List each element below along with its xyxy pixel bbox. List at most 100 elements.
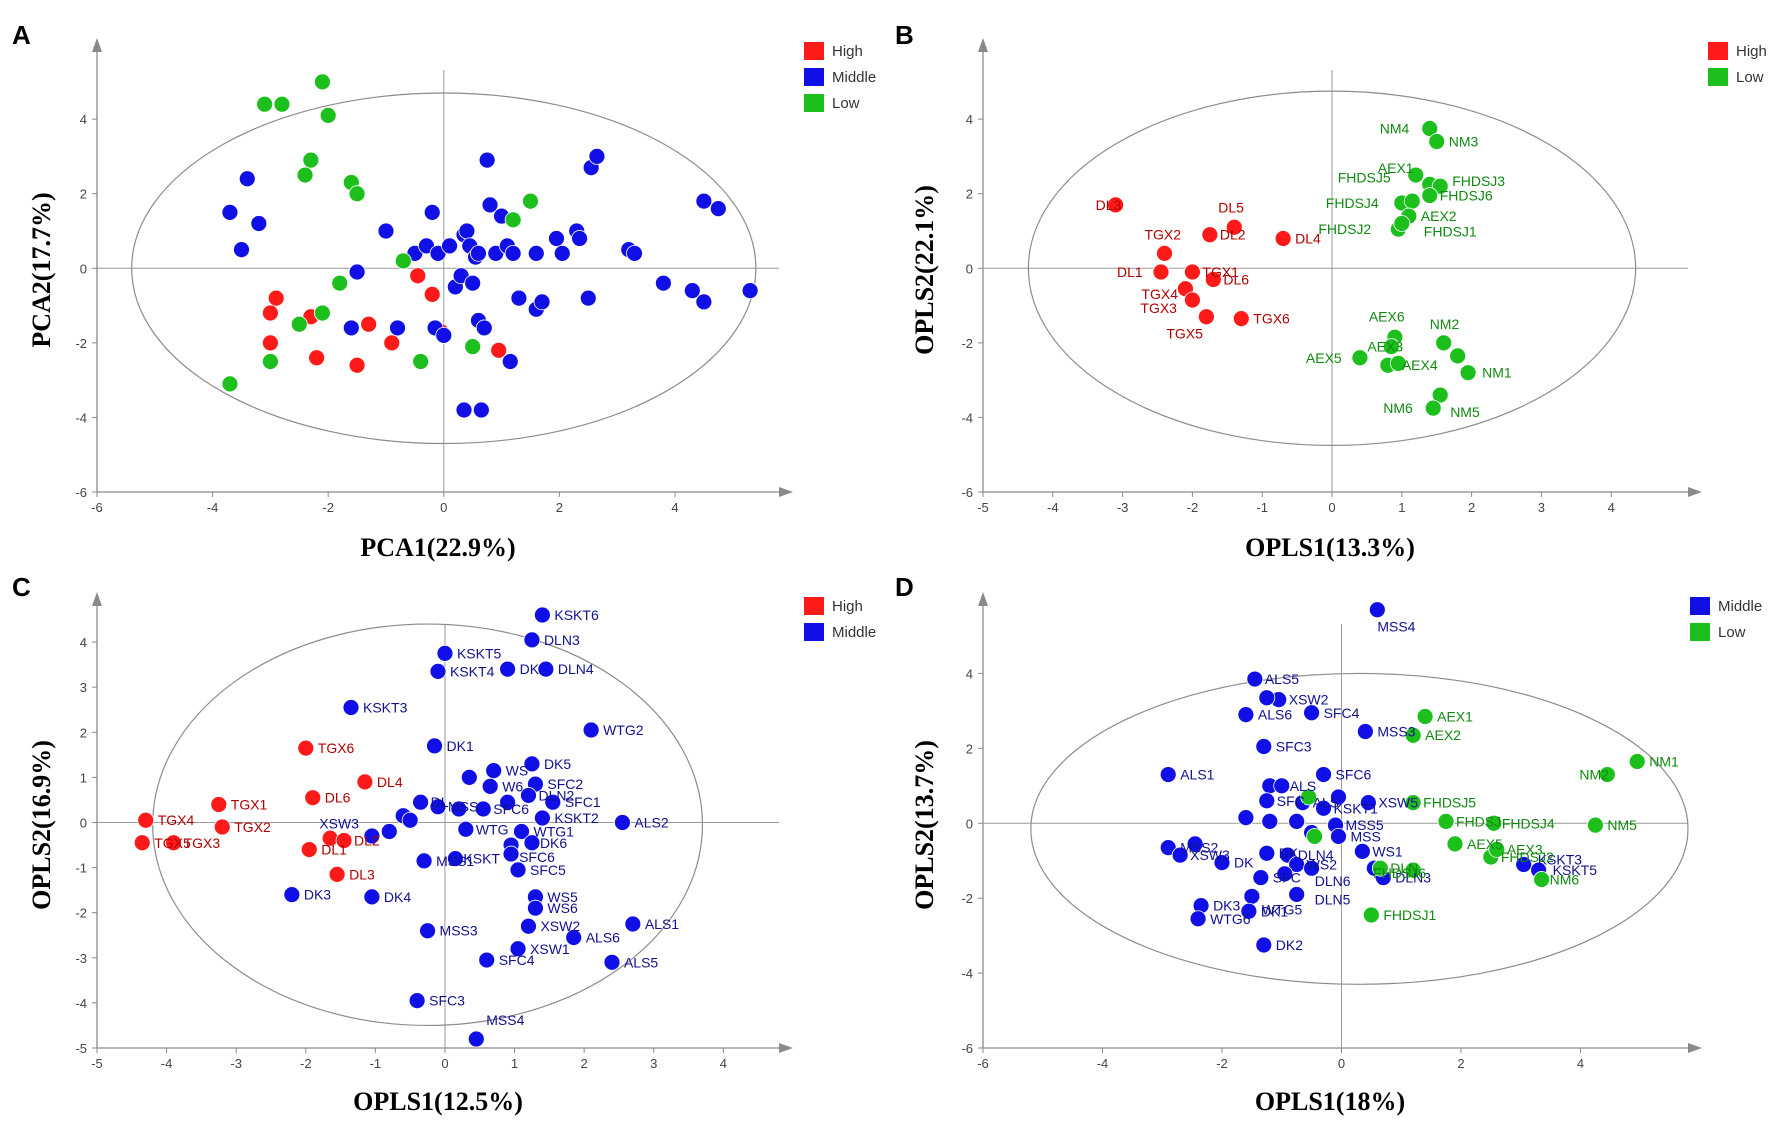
scatter-point-high <box>261 304 279 322</box>
point-label: DLN3 <box>544 632 580 648</box>
x-tick-label: -6 <box>977 1056 989 1071</box>
scatter-point-low <box>1446 835 1464 853</box>
y-axis-arrow-icon <box>978 38 988 52</box>
point-label: FHDSJ5 <box>1338 169 1391 185</box>
scatter-point-middle <box>429 798 447 816</box>
scatter-point-middle <box>1240 902 1258 920</box>
scatter-point-low <box>504 211 522 229</box>
scatter-point-middle <box>499 660 516 678</box>
scatter-point-high <box>490 341 508 359</box>
scatter-point-middle <box>348 263 366 281</box>
point-label: DL4 <box>1295 230 1321 246</box>
scatter-point-low <box>1449 347 1467 365</box>
point-label: NM1 <box>1649 753 1679 769</box>
scatter-point-middle <box>380 823 398 840</box>
point-label: DL2 <box>1220 227 1246 243</box>
scatter-point-high <box>267 289 285 307</box>
scatter-point-low <box>1351 349 1369 367</box>
scatter-point-low <box>331 274 349 292</box>
scatter-point-middle <box>423 203 441 221</box>
scatter-point-high <box>137 811 155 829</box>
scatter-point-middle <box>481 778 499 795</box>
point-label: WS1 <box>1372 843 1403 859</box>
y-axis-arrow-icon <box>978 592 988 606</box>
point-label: MSS5 <box>1346 817 1384 833</box>
x-axis-title: OPLS1(12.5%) <box>353 1087 523 1116</box>
x-tick-label: 1 <box>1398 500 1405 515</box>
x-axis-title: PCA1(22.9%) <box>360 533 515 562</box>
scatter-point-middle <box>571 230 589 247</box>
scatter-point-low <box>1371 859 1389 877</box>
scatter-point-high <box>165 834 182 852</box>
scatter-point-middle <box>363 827 381 845</box>
point-label: KSKT6 <box>554 607 599 623</box>
x-tick-label: -3 <box>230 1056 242 1071</box>
point-label: NM2 <box>1579 767 1609 783</box>
scatter-point-low <box>1407 166 1425 184</box>
point-label: AEX5 <box>1306 350 1342 366</box>
x-tick-label: 2 <box>1468 500 1475 515</box>
y-tick-label: 2 <box>966 741 973 756</box>
scatter-point-low <box>290 315 308 333</box>
point-label: MSS4 <box>1377 619 1415 635</box>
scatter-point-middle <box>1315 766 1332 783</box>
scatter-point-middle <box>1213 854 1231 871</box>
scatter-point-middle <box>1330 827 1347 845</box>
confidence-ellipse <box>1027 90 1637 446</box>
scatter-point-high <box>383 334 401 352</box>
scatter-point-high <box>308 349 326 367</box>
scatter-point-low <box>412 353 430 370</box>
scatter-point-middle <box>709 200 727 218</box>
scatter-point-middle <box>1356 723 1374 740</box>
point-label: NM6 <box>1383 400 1413 416</box>
scatter-point-middle <box>533 606 551 624</box>
scatter-point-middle <box>520 917 537 935</box>
point-label: KSKT3 <box>1538 851 1583 867</box>
legend-swatch-low <box>1690 623 1710 641</box>
y-axis-arrow-icon <box>92 38 102 52</box>
point-label: MSS2 <box>1180 840 1218 856</box>
point-label: DL3 <box>1096 197 1122 213</box>
scatter-point-middle <box>499 793 516 811</box>
point-label: ALS <box>1313 795 1339 811</box>
point-label: DK <box>1234 855 1254 871</box>
point-label: SFC <box>1273 870 1301 886</box>
y-axis-title: OPLS2(16.9%) <box>27 740 56 910</box>
scatter-point-middle <box>527 244 545 262</box>
legend-label-middle: Middle <box>832 624 876 641</box>
point-label: TGX6 <box>1253 311 1290 327</box>
point-label: DL6 <box>1223 271 1249 287</box>
point-label: KSKT2 <box>554 810 599 826</box>
scatter-point-middle <box>1258 689 1276 707</box>
y-tick-label: -2 <box>961 336 973 351</box>
panel-letter: A <box>12 20 31 50</box>
scatter-point-middle <box>502 845 520 863</box>
point-label: SFC6 <box>1336 767 1372 783</box>
scatter-point-high <box>1184 263 1201 281</box>
x-tick-label: -2 <box>1216 1056 1228 1071</box>
point-label: DK5 <box>544 756 571 772</box>
point-label: AEX5 <box>1467 836 1503 852</box>
scatter-point-middle <box>478 151 496 169</box>
scatter-point-high <box>1232 310 1250 328</box>
y-tick-label: -6 <box>961 1041 973 1056</box>
scatter-point-low <box>302 151 320 169</box>
scatter-point-middle <box>579 289 597 307</box>
scatter-point-low <box>261 353 279 370</box>
x-axis-title: OPLS1(18%) <box>1255 1087 1405 1116</box>
point-label: AEX2 <box>1425 727 1461 743</box>
point-label: DK <box>520 661 540 677</box>
scatter-point-middle <box>1189 910 1207 928</box>
scatter-point-high <box>300 841 318 858</box>
legend-label-middle: Middle <box>1718 598 1762 615</box>
point-label: AEX6 <box>1369 308 1405 324</box>
point-label: SFC1 <box>565 794 601 810</box>
point-label: SFC <box>1277 793 1305 809</box>
point-label: FHDSJ4 <box>1326 195 1379 211</box>
x-tick-label: -5 <box>977 500 989 515</box>
point-label: XSW1 <box>530 941 570 957</box>
scatter-point-middle <box>533 809 551 827</box>
scatter-point-high <box>335 832 353 849</box>
scatter-point-middle <box>695 192 713 210</box>
